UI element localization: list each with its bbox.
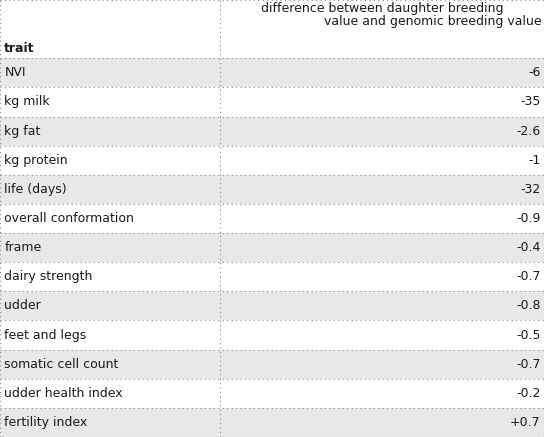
Text: kg protein: kg protein	[4, 154, 68, 167]
Text: -1: -1	[528, 154, 541, 167]
Text: -2.6: -2.6	[516, 125, 541, 138]
Text: udder: udder	[4, 299, 41, 312]
Bar	[0, 233, 220, 262]
Text: -0.8: -0.8	[516, 299, 541, 312]
Bar	[220, 87, 544, 117]
Text: -35: -35	[521, 95, 541, 108]
Text: somatic cell count: somatic cell count	[4, 357, 119, 371]
Text: -0.9: -0.9	[516, 212, 541, 225]
Bar	[0, 146, 220, 175]
Bar	[0, 320, 220, 350]
Bar	[220, 379, 544, 408]
Bar	[220, 262, 544, 291]
Bar	[220, 408, 544, 437]
Text: fertility index: fertility index	[4, 416, 88, 429]
Text: -0.4: -0.4	[516, 241, 541, 254]
Text: -0.7: -0.7	[516, 270, 541, 283]
Text: dairy strength: dairy strength	[4, 270, 92, 283]
Bar	[0, 408, 220, 437]
Bar	[0, 291, 220, 320]
Text: NVI: NVI	[4, 66, 26, 80]
Bar	[220, 350, 544, 379]
Text: trait: trait	[4, 42, 35, 55]
Bar	[0, 350, 220, 379]
Bar	[220, 320, 544, 350]
Bar	[0, 262, 220, 291]
Bar	[220, 117, 544, 146]
Text: -0.5: -0.5	[516, 329, 541, 342]
Bar	[220, 146, 544, 175]
Bar	[220, 175, 544, 204]
Text: -0.2: -0.2	[516, 387, 541, 400]
Text: feet and legs: feet and legs	[4, 329, 86, 342]
Bar	[220, 233, 544, 262]
Text: kg fat: kg fat	[4, 125, 41, 138]
Text: -32: -32	[521, 183, 541, 196]
Text: kg milk: kg milk	[4, 95, 50, 108]
Bar	[0, 87, 220, 117]
Text: value and genomic breeding value: value and genomic breeding value	[324, 15, 541, 28]
Text: difference between daughter breeding: difference between daughter breeding	[261, 2, 503, 15]
Text: life (days): life (days)	[4, 183, 67, 196]
Text: frame: frame	[4, 241, 41, 254]
Bar	[0, 0, 220, 58]
Text: +0.7: +0.7	[510, 416, 541, 429]
Bar	[0, 379, 220, 408]
Bar	[0, 204, 220, 233]
Text: udder health index: udder health index	[4, 387, 123, 400]
Bar	[0, 175, 220, 204]
Bar	[0, 58, 220, 87]
Text: -0.7: -0.7	[516, 357, 541, 371]
Text: -6: -6	[528, 66, 541, 80]
Bar	[220, 0, 544, 58]
Bar	[0, 117, 220, 146]
Bar	[220, 58, 544, 87]
Bar	[220, 204, 544, 233]
Bar	[220, 291, 544, 320]
Text: overall conformation: overall conformation	[4, 212, 134, 225]
